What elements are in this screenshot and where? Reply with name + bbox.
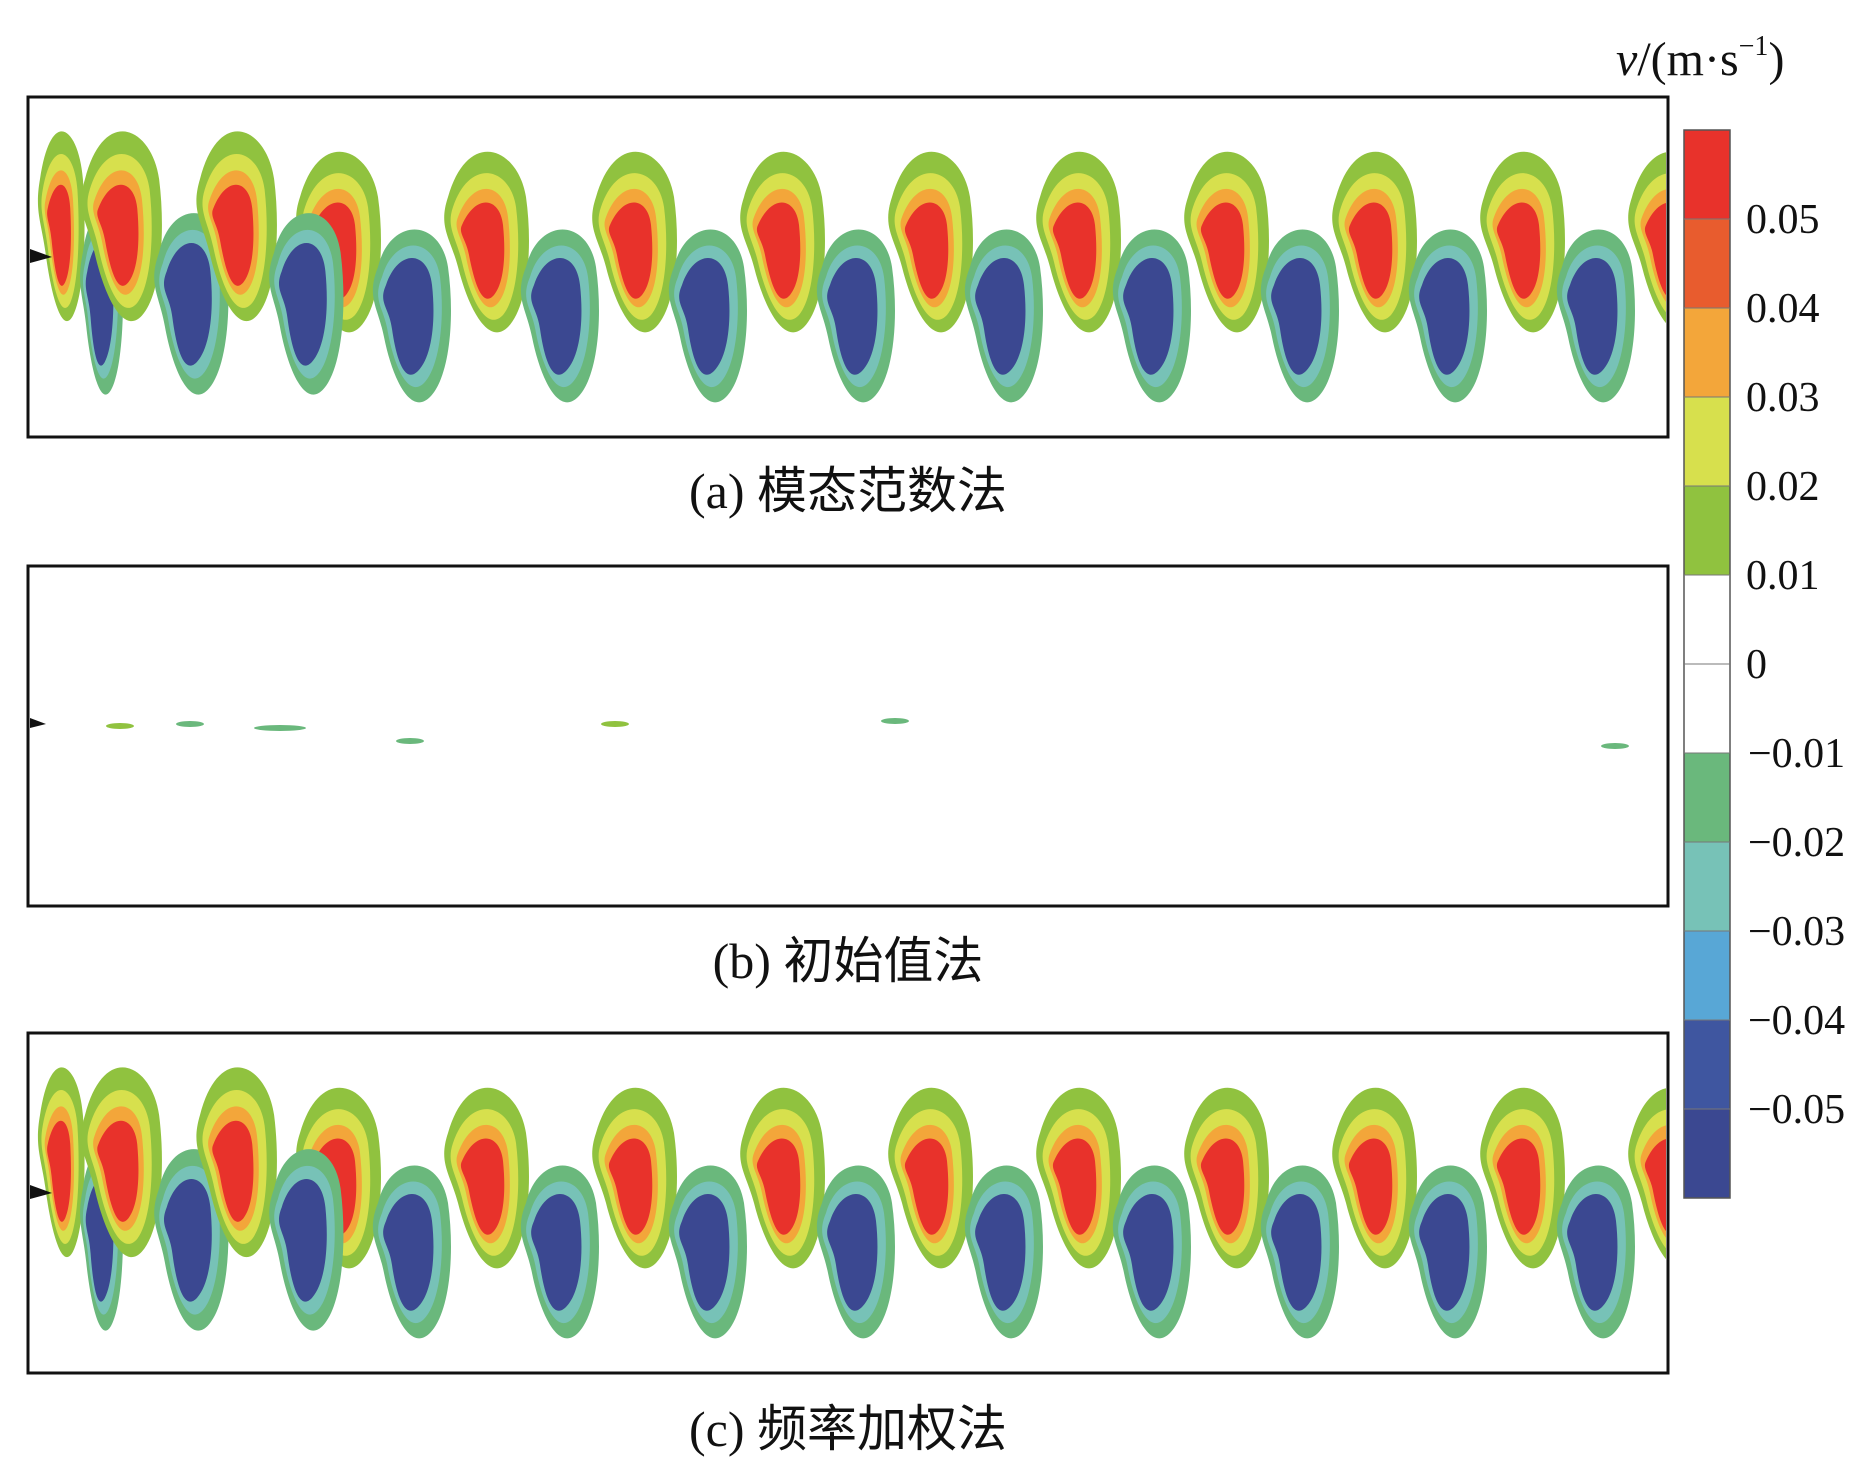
colorbar-level-10: [1684, 1020, 1730, 1109]
colorbar-level-3: [1684, 397, 1730, 486]
colorbar-level-2: [1684, 308, 1730, 397]
colorbar-tick-label-10: −0.05: [1748, 1087, 1845, 1133]
colorbar-tick-label-7: −0.02: [1748, 820, 1845, 866]
colorbar-unit-label: v/(m·s−1): [1616, 31, 1784, 86]
colorbar: v/(m·s−1) 0.05 0.04 0.03 0.02 0.01 0 −0.01 −0.0…: [1616, 31, 1845, 1199]
inlet-wedge: [30, 249, 52, 263]
colorbar-level-8: [1684, 842, 1730, 931]
colorbar-level-5: [1684, 575, 1730, 664]
colorbar-level-1: [1684, 219, 1730, 308]
colorbar-unit-prefix: /(m·s: [1637, 33, 1738, 86]
residual-streak-1: [176, 721, 204, 727]
residual-streak-2: [254, 725, 306, 731]
panel-c: (c) 频率加权法: [26, 1031, 1670, 1457]
panel-a: (a) 模态范数法: [26, 95, 1871, 519]
colorbar-tick-label-4: 0.01: [1746, 553, 1820, 599]
colorbar-tick-label-0: 0.05: [1746, 197, 1820, 243]
panel-a-caption: (a) 模态范数法: [689, 463, 1007, 519]
colorbar-level-11: [1684, 1109, 1730, 1198]
colorbar-tick-label-3: 0.02: [1746, 464, 1820, 510]
colorbar-tick-label-6: −0.01: [1748, 731, 1845, 777]
residual-streak-3: [396, 738, 424, 744]
colorbar-tick-label-8: −0.03: [1748, 909, 1845, 955]
colorbar-tick-label-2: 0.03: [1746, 375, 1820, 421]
colorbar-level-6: [1684, 664, 1730, 753]
panel-b-field: [30, 718, 1629, 749]
colorbar-tick-label-1: 0.04: [1746, 286, 1820, 332]
colorbar-unit-exp: −1: [1739, 31, 1769, 62]
colorbar-tick-label-5: 0: [1746, 642, 1767, 688]
panel-b: (b) 初始值法: [26, 564, 1670, 989]
colorbar-tick-label-9: −0.04: [1748, 998, 1845, 1044]
residual-streak-0: [106, 723, 134, 729]
colorbar-level-0: [1684, 130, 1730, 219]
colorbar-unit-var: v: [1616, 33, 1638, 86]
panel-c-caption: (c) 频率加权法: [689, 1401, 1007, 1457]
residual-streak-5: [881, 718, 909, 724]
inlet-wedge: [30, 718, 46, 728]
panel-a-field: [30, 131, 1871, 403]
colorbar-unit-suffix: ): [1768, 33, 1784, 86]
residual-streak-6: [1601, 743, 1629, 749]
residual-streak-4: [601, 721, 629, 727]
vortex-pair-10: [1776, 152, 1871, 403]
panel-c-field: [30, 1067, 1666, 1339]
panel-b-frame: [26, 564, 1670, 908]
inlet-wedge: [30, 1185, 52, 1199]
panel-b-caption: (b) 初始值法: [713, 933, 984, 989]
colorbar-level-9: [1684, 931, 1730, 1020]
colorbar-level-4: [1684, 486, 1730, 575]
colorbar-level-7: [1684, 753, 1730, 842]
